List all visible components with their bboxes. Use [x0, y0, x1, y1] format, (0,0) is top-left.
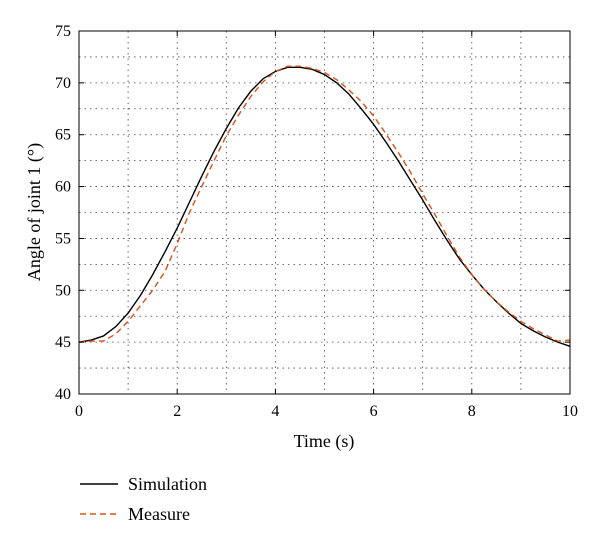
- x-tick-label: 0: [75, 403, 83, 420]
- x-axis-label: Time (s): [294, 431, 355, 452]
- y-tick-label: 70: [55, 75, 71, 92]
- legend-label-measure: Measure: [128, 504, 190, 524]
- grid: [79, 31, 570, 394]
- y-tick-label: 55: [55, 230, 71, 247]
- legend: Simulation Measure: [80, 474, 207, 524]
- y-tick-label: 40: [55, 386, 71, 403]
- x-tick-label: 2: [173, 403, 181, 420]
- series-layer: [78, 65, 571, 347]
- x-tick-label: 6: [370, 403, 378, 420]
- y-tick-label: 45: [55, 334, 71, 351]
- x-tick-label: 4: [271, 403, 279, 420]
- plot-frame: [78, 30, 571, 395]
- y-axis-label: Angle of joint 1 (°): [24, 143, 45, 281]
- x-tick-label: 8: [468, 403, 476, 420]
- series-line-measure: [78, 65, 571, 343]
- tick-labels: 0 2 4 6 8 10 40 45 50 55 60 65 70 75: [55, 23, 578, 420]
- legend-label-simulation: Simulation: [128, 474, 207, 494]
- y-tick-label: 75: [55, 23, 71, 40]
- y-tick-label: 60: [55, 179, 71, 196]
- y-tick-label: 50: [55, 282, 71, 299]
- x-tick-label: 10: [562, 403, 578, 420]
- ticks: [78, 30, 571, 395]
- y-tick-label: 65: [55, 127, 71, 144]
- series-line-simulation: [78, 66, 571, 347]
